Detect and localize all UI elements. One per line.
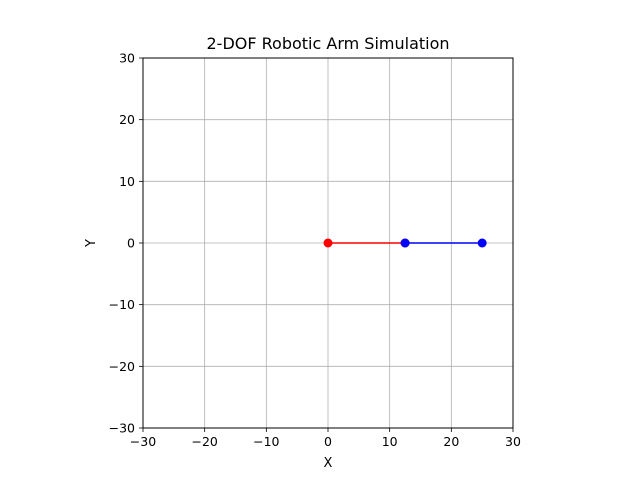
y-tick-label: −10 [109,297,135,312]
arm-segments [323,238,487,248]
chart-title: 2-DOF Robotic Arm Simulation [206,34,449,53]
arm-link-2-joint-marker [400,238,410,248]
x-tick-label: −20 [191,434,217,449]
arm-link-2-joint-marker [477,238,487,248]
y-tick-label: 0 [127,236,135,251]
y-tick-label: −30 [109,421,135,436]
x-tick-label: 30 [505,434,521,449]
y-tick-label: 30 [119,51,135,66]
x-tick-label: −10 [253,434,279,449]
y-tick-label: 20 [119,112,135,127]
y-axis-label: Y [84,239,99,248]
x-tick-label: 0 [324,434,332,449]
y-tick-label: −20 [109,359,135,374]
x-tick-label: 20 [443,434,459,449]
y-tick-label: 10 [119,174,135,189]
axis-ticks: −30 −20 −10 0 10 20 30 −30 −20 −10 0 10 20 30 [109,51,521,450]
arm-link-1-joint-marker [323,238,333,248]
x-axis-label: X [324,456,333,471]
x-tick-label: 10 [382,434,398,449]
x-tick-label: −30 [130,434,156,449]
